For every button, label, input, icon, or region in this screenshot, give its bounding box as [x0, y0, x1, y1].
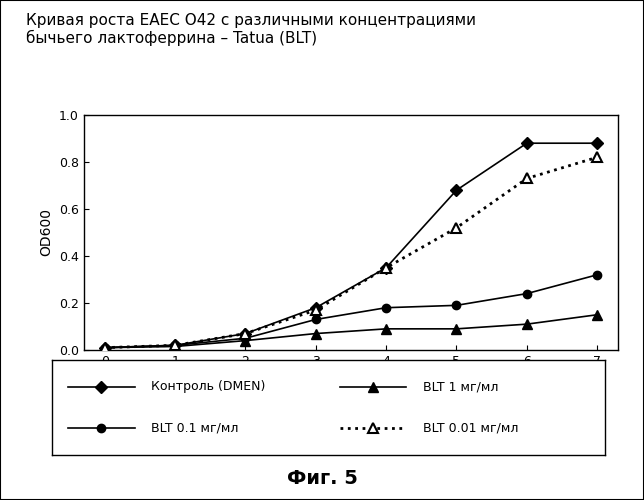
Text: BLT 1 мг/мл: BLT 1 мг/мл: [422, 380, 498, 393]
Text: Контроль (DMEN): Контроль (DMEN): [151, 380, 265, 393]
Text: BLT 0.01 мг/мл: BLT 0.01 мг/мл: [422, 422, 518, 435]
Text: BLT 0.1 мг/мл: BLT 0.1 мг/мл: [151, 422, 238, 435]
X-axis label: Время (часы): Время (часы): [303, 374, 399, 388]
Text: Фиг. 5: Фиг. 5: [287, 468, 357, 487]
Text: Кривая роста ЕАЕС О42 с различными концентрациями: Кривая роста ЕАЕС О42 с различными конце…: [26, 12, 476, 28]
Y-axis label: OD600: OD600: [39, 208, 53, 256]
Text: бычьего лактоферрина – Tatua (BLT): бычьего лактоферрина – Tatua (BLT): [26, 30, 317, 46]
